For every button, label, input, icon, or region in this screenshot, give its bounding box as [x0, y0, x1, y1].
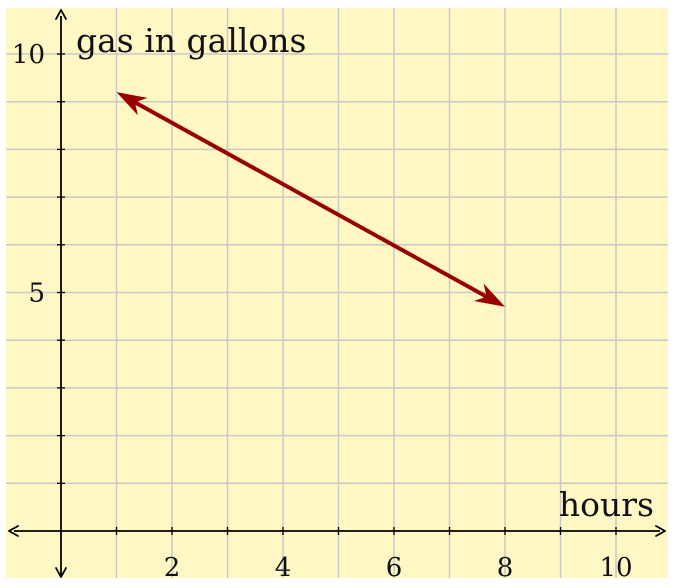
x-tick-label: 10 — [599, 553, 632, 583]
x-tick-label: 6 — [386, 553, 403, 583]
y-axis-arrow-down — [55, 567, 67, 578]
y-tick-label: 5 — [28, 279, 45, 309]
grid — [6, 8, 668, 578]
series — [116, 92, 505, 307]
x-axis-arrow-right — [655, 525, 666, 537]
series-line — [121, 94, 500, 305]
y-axis-arrow-up — [55, 9, 67, 20]
x-axis-arrow-left — [8, 525, 19, 537]
ticks: 2 4 6 8 10 5 10 — [12, 40, 633, 583]
x-tick-label: 4 — [275, 553, 292, 583]
line-arrow-end — [473, 283, 505, 307]
x-tick-label: 8 — [497, 553, 514, 583]
x-tick-label: 2 — [164, 553, 181, 583]
y-tick-label: 10 — [12, 40, 45, 70]
y-axis-label: gas in gallons — [76, 21, 306, 60]
line-arrow-start — [116, 92, 148, 116]
x-axis-label: hours — [559, 485, 654, 524]
